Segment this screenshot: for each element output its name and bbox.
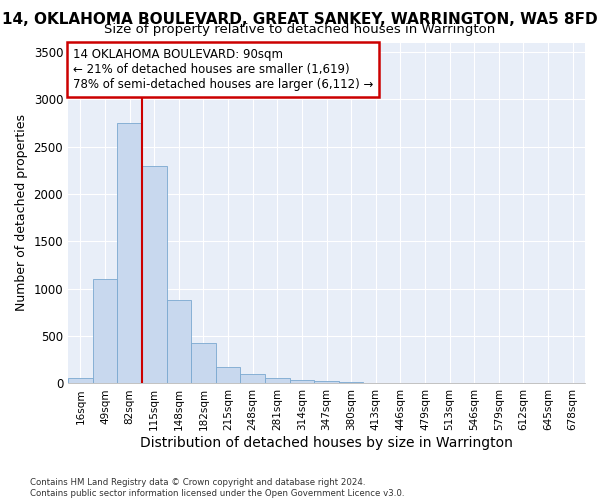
Bar — [216, 367, 241, 384]
Bar — [167, 300, 191, 384]
X-axis label: Distribution of detached houses by size in Warrington: Distribution of detached houses by size … — [140, 436, 513, 450]
Y-axis label: Number of detached properties: Number of detached properties — [15, 114, 28, 312]
Text: Size of property relative to detached houses in Warrington: Size of property relative to detached ho… — [104, 22, 496, 36]
Bar — [339, 382, 364, 384]
Text: Contains HM Land Registry data © Crown copyright and database right 2024.
Contai: Contains HM Land Registry data © Crown c… — [30, 478, 404, 498]
Bar — [68, 378, 92, 384]
Bar — [265, 378, 290, 384]
Text: 14 OKLAHOMA BOULEVARD: 90sqm
← 21% of detached houses are smaller (1,619)
78% of: 14 OKLAHOMA BOULEVARD: 90sqm ← 21% of de… — [73, 48, 374, 90]
Bar — [142, 166, 167, 384]
Bar — [364, 382, 388, 384]
Text: 14, OKLAHOMA BOULEVARD, GREAT SANKEY, WARRINGTON, WA5 8FD: 14, OKLAHOMA BOULEVARD, GREAT SANKEY, WA… — [2, 12, 598, 28]
Bar — [314, 380, 339, 384]
Bar — [191, 342, 216, 384]
Bar — [92, 280, 117, 384]
Bar — [117, 123, 142, 384]
Bar — [241, 374, 265, 384]
Bar — [290, 380, 314, 384]
